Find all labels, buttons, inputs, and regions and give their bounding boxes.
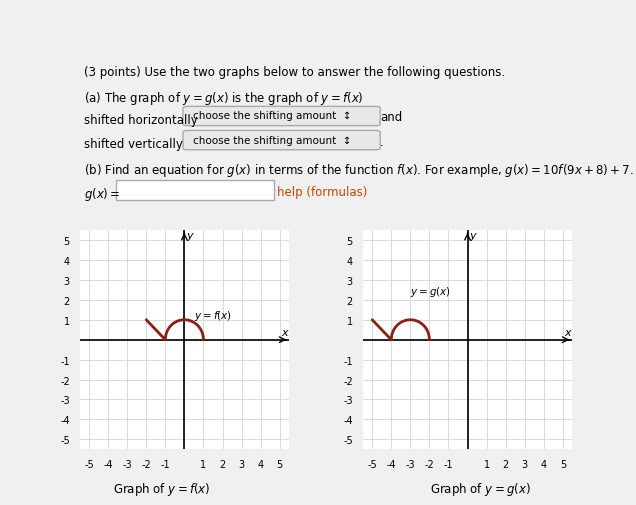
Text: .: .	[380, 135, 384, 148]
Text: $x$: $x$	[281, 327, 290, 337]
FancyBboxPatch shape	[183, 131, 380, 150]
Text: (b) Find an equation for $g(x)$ in terms of the function $f(x)$. For example, $g: (b) Find an equation for $g(x)$ in terms…	[85, 162, 634, 179]
Text: $g(x) =$: $g(x) =$	[85, 186, 121, 203]
FancyBboxPatch shape	[116, 181, 274, 200]
Text: (a) The graph of $y = g(x)$ is the graph of $y = f(x)$: (a) The graph of $y = g(x)$ is the graph…	[85, 89, 364, 107]
Text: $y = g(x)$: $y = g(x)$	[410, 284, 452, 298]
Text: $y$: $y$	[469, 231, 478, 242]
Text: Graph of $y = g(x)$: Graph of $y = g(x)$	[430, 480, 530, 497]
Text: help (formulas): help (formulas)	[277, 186, 367, 199]
Text: $y$: $y$	[186, 231, 195, 242]
Text: shifted horizontally: shifted horizontally	[85, 114, 198, 127]
FancyBboxPatch shape	[183, 107, 380, 126]
Text: $y = f(x)$: $y = f(x)$	[194, 308, 232, 322]
Text: choose the shifting amount  ↕: choose the shifting amount ↕	[193, 135, 351, 145]
Text: $x$: $x$	[564, 327, 573, 337]
Text: choose the shifting amount  ↕: choose the shifting amount ↕	[193, 111, 351, 121]
Text: (3 points) Use the two graphs below to answer the following questions.: (3 points) Use the two graphs below to a…	[85, 66, 506, 78]
Text: Graph of $y = f(x)$: Graph of $y = f(x)$	[113, 480, 211, 497]
Text: shifted vertically: shifted vertically	[85, 138, 183, 150]
Text: and: and	[380, 111, 403, 124]
